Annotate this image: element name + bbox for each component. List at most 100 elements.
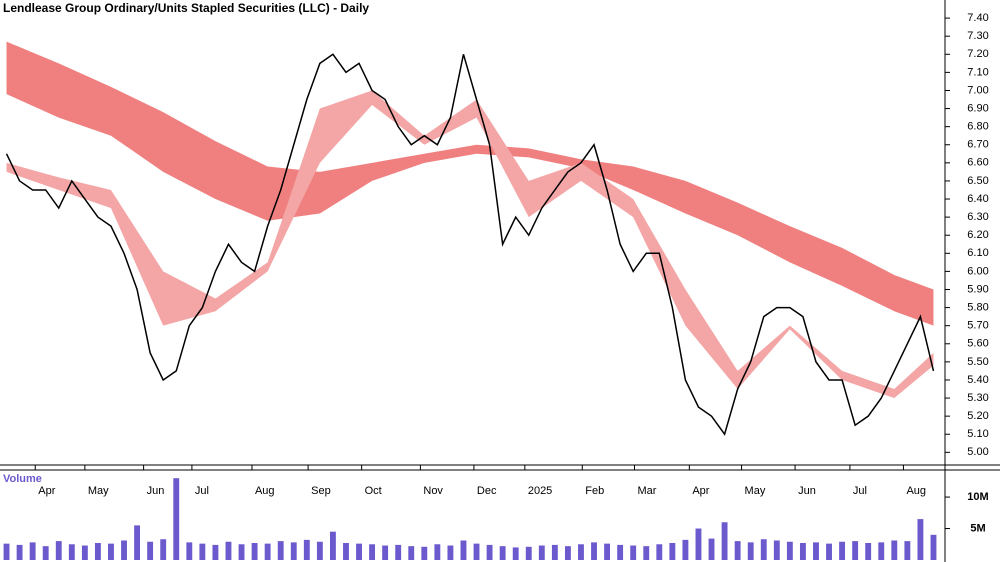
volume-bar	[94, 543, 101, 560]
x-tick-label: Jun	[798, 485, 816, 497]
x-tick-label: Nov	[423, 485, 443, 497]
y-tick-label: 6.20	[967, 229, 988, 241]
y-tick-label: 5.30	[967, 392, 988, 404]
volume-bar	[839, 541, 846, 560]
y-tick-label: 7.00	[967, 84, 988, 96]
volume-bar	[277, 541, 284, 560]
volume-bar	[81, 545, 88, 560]
y-tick-label: 6.30	[967, 211, 988, 223]
volume-bar	[3, 543, 10, 560]
volume-bar	[238, 544, 245, 560]
volume-bar	[878, 542, 885, 560]
volume-bar	[669, 543, 676, 560]
moving-average-band	[6, 41, 934, 326]
volume-bar	[199, 543, 206, 560]
y-tick-label: 7.10	[967, 66, 988, 78]
volume-bar	[369, 544, 376, 560]
volume-bar	[356, 543, 362, 560]
x-tick-label: 2025	[528, 485, 552, 497]
y-tick-label: 5.70	[967, 320, 988, 332]
volume-bar	[630, 545, 637, 560]
y-tick-label: 6.50	[967, 175, 988, 187]
volume-bar	[316, 541, 323, 560]
volume-bar	[708, 538, 715, 560]
volume-bar	[813, 542, 819, 560]
volume-bar	[382, 545, 389, 560]
volume-bar	[865, 543, 872, 560]
volume-bar	[473, 543, 480, 560]
y-tick-label: 5.60	[967, 338, 988, 350]
y-tick-label: 5.50	[967, 356, 988, 368]
y-tick-label: 7.20	[967, 48, 988, 60]
y-tick-label: 5.20	[967, 410, 988, 422]
volume-bar	[734, 541, 741, 560]
volume-bar	[760, 539, 767, 560]
volume-bar	[747, 542, 754, 560]
x-tick-label: Jun	[147, 485, 165, 497]
volume-bar	[460, 540, 467, 560]
x-tick-label: Mar	[638, 485, 657, 497]
volume-bar	[486, 544, 493, 560]
volume-bar	[29, 542, 36, 560]
volume-bar	[121, 540, 127, 560]
volume-bar	[160, 539, 167, 560]
volume-bar	[303, 539, 310, 560]
volume-bar	[421, 546, 428, 560]
x-tick-label: Jul	[195, 485, 209, 497]
volume-bar	[799, 543, 806, 560]
volume-bar	[251, 543, 258, 560]
y-tick-label: 5.00	[967, 446, 988, 458]
volume-bar	[695, 528, 702, 560]
x-tick-label: May	[88, 485, 109, 497]
volume-bar	[617, 544, 624, 560]
volume-bar	[55, 541, 62, 560]
x-tick-label: Dec	[477, 485, 497, 497]
x-tick-label: Sep	[311, 485, 331, 497]
volume-bar	[499, 546, 506, 560]
volume-bar	[525, 546, 532, 560]
chart-title: Lendlease Group Ordinary/Units Stapled S…	[3, 1, 369, 15]
y-tick-label: 5M	[970, 522, 985, 534]
volume-bar	[186, 542, 193, 560]
x-tick-label: Aug	[255, 485, 275, 497]
y-tick-label: 10M	[967, 491, 988, 503]
y-tick-label: 6.40	[967, 193, 988, 205]
volume-bar	[68, 544, 75, 560]
volume-bar	[852, 541, 859, 560]
y-tick-label: 5.90	[967, 283, 988, 295]
volume-bar	[643, 546, 650, 560]
volume-bar	[264, 543, 271, 560]
y-tick-label: 6.70	[967, 139, 988, 151]
x-tick-label: Feb	[585, 485, 604, 497]
volume-bar	[212, 544, 219, 560]
volume-bar	[16, 544, 23, 560]
volume-bar	[682, 539, 689, 560]
volume-bar	[930, 534, 937, 560]
volume-bar	[290, 542, 297, 560]
volume-bar	[225, 541, 232, 560]
y-tick-label: 5.40	[967, 374, 988, 386]
x-tick-label: Oct	[365, 485, 382, 497]
volume-bar	[42, 546, 49, 560]
volume-bar	[173, 478, 180, 560]
x-tick-label: Aug	[906, 485, 926, 497]
volume-bar	[564, 546, 571, 560]
volume-bar	[917, 519, 924, 560]
volume-bar	[108, 543, 114, 560]
volume-bar	[329, 531, 336, 560]
volume-bar	[134, 525, 141, 560]
y-tick-label: 7.40	[967, 12, 988, 24]
volume-bar	[512, 547, 519, 560]
volume-bar	[147, 541, 154, 560]
volume-bar	[656, 544, 663, 560]
x-tick-label: Jul	[853, 485, 867, 497]
price-line	[5, 53, 935, 436]
y-tick-label: 6.90	[967, 102, 988, 114]
volume-bar	[538, 545, 545, 560]
volume-bar	[395, 544, 402, 560]
y-tick-label: 6.00	[967, 265, 988, 277]
volume-bar	[773, 540, 780, 560]
x-tick-label: Apr	[38, 485, 55, 497]
volume-bar	[447, 545, 454, 560]
